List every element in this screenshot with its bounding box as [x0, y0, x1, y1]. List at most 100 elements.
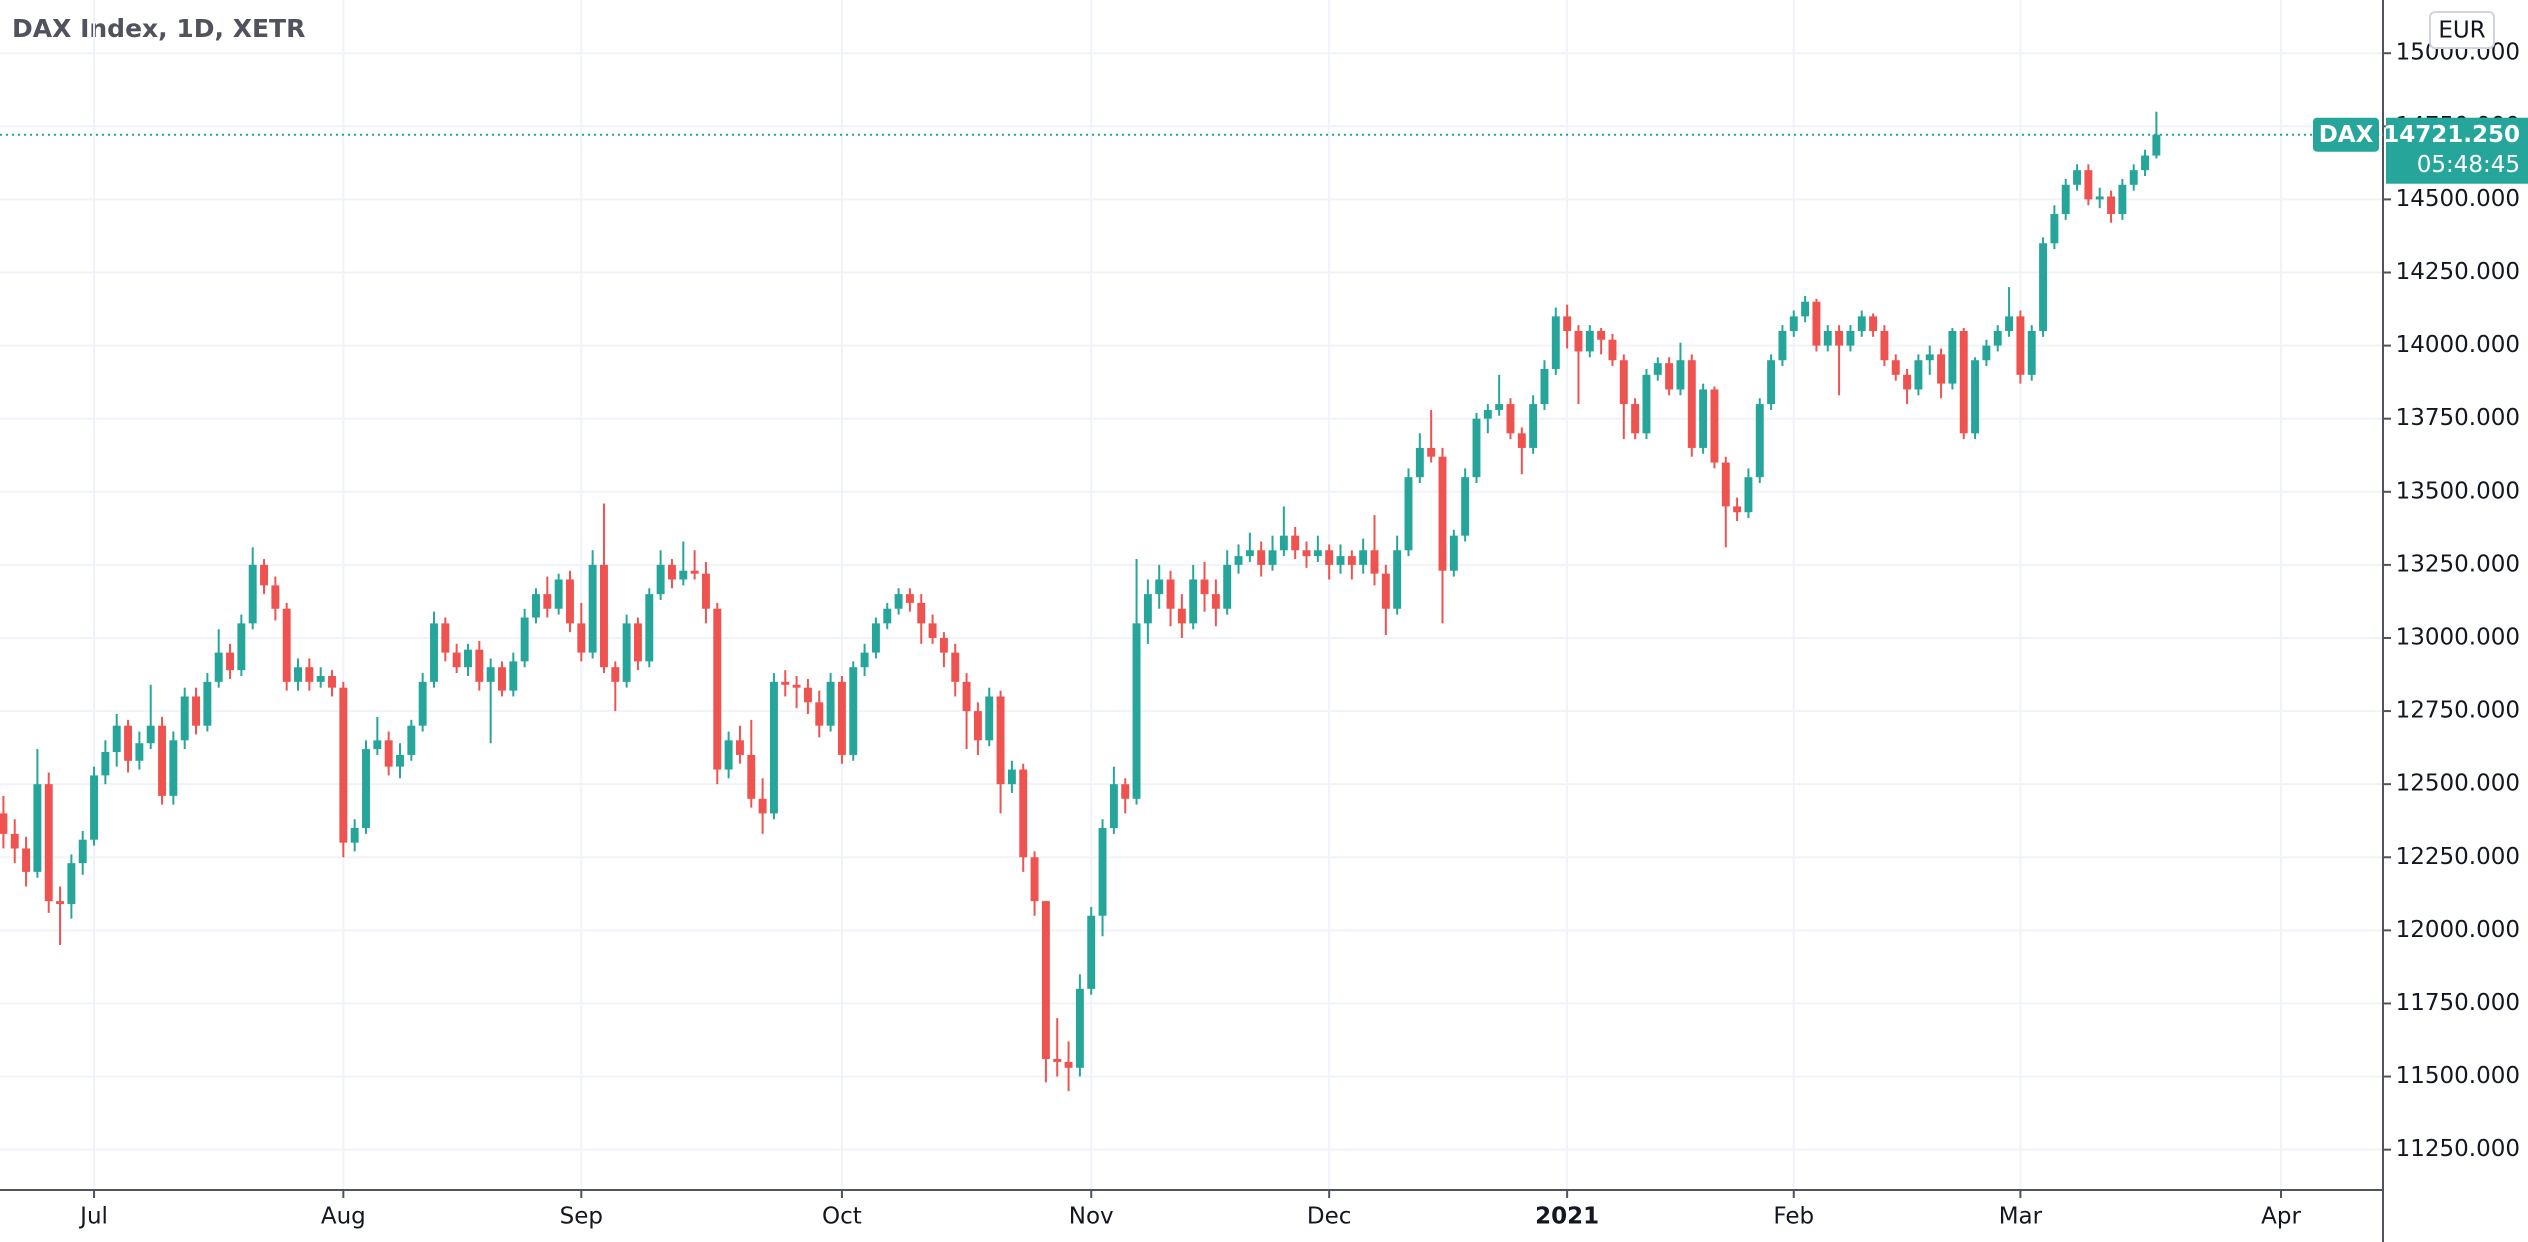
candle-body: [180, 696, 189, 741]
candle-body: [633, 623, 642, 662]
candle-body: [1166, 579, 1175, 609]
candle-body: [1710, 389, 1719, 463]
y-tick-label: 13000.000: [2396, 624, 2520, 650]
candle-body: [2027, 330, 2036, 375]
candle-body: [1325, 550, 1334, 565]
candle-body: [1291, 535, 1300, 551]
candle-body: [384, 740, 393, 767]
candle-body: [2118, 184, 2127, 215]
candle-body: [871, 623, 880, 653]
y-tick-label: 14250.000: [2396, 259, 2520, 285]
candle-body: [146, 725, 155, 744]
candle-body: [305, 667, 314, 682]
candle-body: [248, 564, 257, 624]
candle-body: [1971, 360, 1980, 434]
candle-body: [78, 839, 87, 864]
candle-body: [1404, 477, 1413, 551]
candle-body: [2039, 243, 2048, 331]
candle-body: [1438, 456, 1447, 571]
candle-body: [237, 623, 246, 671]
candle-body: [1699, 389, 1708, 448]
candle-body: [1914, 360, 1923, 390]
candle-body: [1245, 550, 1254, 557]
y-tick-label: 13250.000: [2396, 551, 2520, 577]
candle-body: [1687, 360, 1696, 448]
candle-body: [1087, 915, 1096, 989]
symbol-label: DAX: [2319, 122, 2374, 148]
candle-body: [1257, 550, 1266, 565]
candle-body: [1211, 594, 1220, 609]
y-tick-label: 14000.000: [2396, 332, 2520, 358]
candle-body: [1177, 608, 1186, 624]
candle-body: [520, 617, 529, 662]
candle-body: [2050, 214, 2059, 244]
candle-body: [1823, 330, 1832, 346]
candle-body: [1234, 556, 1243, 565]
candle-body: [56, 901, 65, 905]
candle-body: [996, 696, 1005, 785]
candle-body: [1279, 535, 1288, 551]
currency: EUR: [2438, 18, 2485, 44]
candle-body: [22, 848, 31, 872]
candle-body: [1733, 506, 1742, 513]
y-tick-label: 11250.000: [2396, 1136, 2520, 1162]
candle-body: [1835, 330, 1844, 346]
symbol-box: [2313, 117, 2379, 152]
candle-body: [486, 667, 495, 682]
currency-box: [2429, 11, 2495, 49]
candle-body: [1903, 374, 1912, 390]
x-tick-label: 2021: [1535, 1204, 1599, 1230]
y-tick-label: 13500.000: [2396, 478, 2520, 504]
candle-body: [90, 775, 99, 840]
price-label: 14721.250: [2383, 122, 2520, 148]
candle-body: [1472, 418, 1481, 478]
candle-body: [33, 784, 42, 872]
candle-body: [1393, 550, 1402, 609]
candle-body: [2016, 316, 2025, 375]
candle-body: [509, 661, 518, 691]
candle-body: [10, 833, 19, 849]
candle-body: [577, 623, 586, 653]
candle-body: [316, 675, 325, 682]
candle-body: [1959, 330, 1968, 434]
candle-body: [1155, 579, 1164, 595]
candle-body: [883, 608, 892, 624]
candle-body: [1563, 316, 1572, 331]
candle-body: [611, 667, 620, 682]
candle-body: [1585, 330, 1594, 352]
candle-body: [1925, 354, 1934, 361]
candle-body: [1461, 477, 1470, 536]
candle-body: [1064, 1061, 1073, 1068]
candle-body: [917, 602, 926, 624]
candle-body: [441, 623, 450, 653]
y-tick-label: 12000.000: [2396, 917, 2520, 943]
candle-body: [1381, 573, 1390, 609]
x-tick-label: Feb: [1773, 1204, 1814, 1230]
candle-body: [1019, 769, 1028, 858]
candle-body: [373, 740, 382, 750]
candle-body: [724, 740, 733, 770]
candle-body: [1143, 594, 1152, 624]
candle-body: [396, 754, 404, 767]
candle-body: [192, 696, 200, 726]
candle-body: [566, 579, 574, 624]
candle-body: [2129, 170, 2138, 185]
candle-body: [294, 667, 302, 682]
candle-body: [701, 573, 710, 609]
candle-body: [101, 752, 110, 776]
candle-body: [1676, 360, 1685, 390]
y-tick-label: 12250.000: [2396, 844, 2520, 870]
candle-body: [1007, 769, 1016, 785]
candle-body: [452, 652, 461, 668]
candle-body: [1778, 330, 1787, 361]
candle-body: [554, 579, 563, 609]
candle-body: [905, 594, 914, 603]
candle-body: [769, 681, 778, 814]
candle-body: [1030, 857, 1039, 902]
candle-body: [599, 564, 608, 668]
candle-body: [226, 652, 234, 671]
candle-body: [2084, 170, 2093, 200]
candle-body: [1619, 360, 1628, 405]
candle-body: [656, 564, 665, 595]
